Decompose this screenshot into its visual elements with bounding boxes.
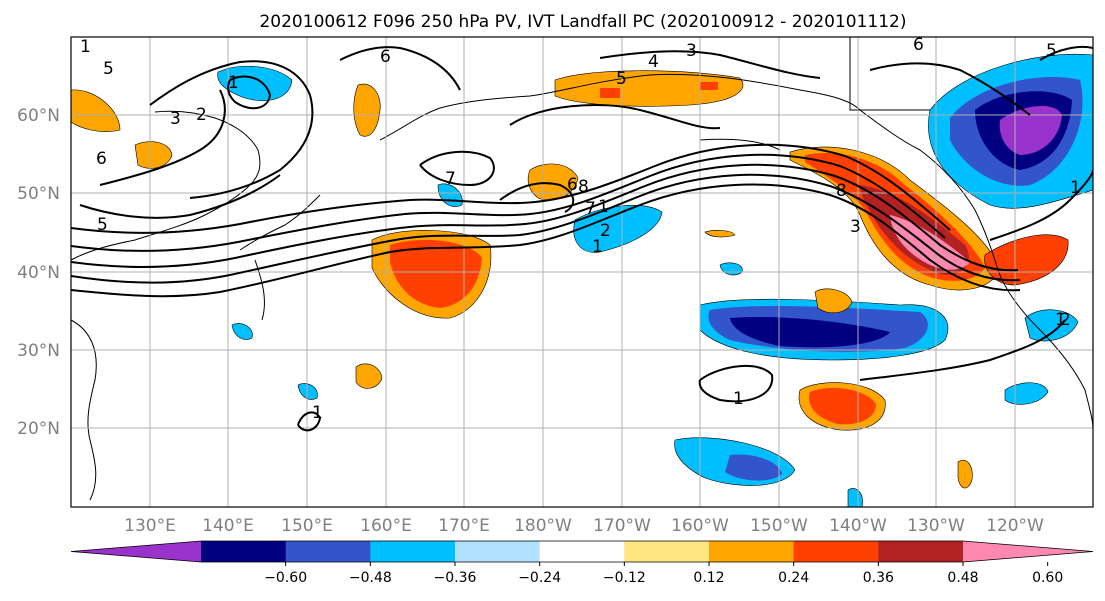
colorbar-outline [70, 540, 1094, 563]
positive-region-small4 [704, 230, 736, 238]
contour-label: 3 [686, 41, 697, 61]
colorbar-swatch [455, 541, 541, 562]
colorbar-tick-label: 0.48 [947, 570, 978, 586]
contour-label: 1 [1070, 178, 1081, 198]
contour-label: 3 [170, 109, 181, 129]
contour-label: 6 [913, 35, 924, 55]
contour-label: 7 [585, 199, 596, 219]
contour-label: 1 [592, 237, 603, 257]
colorbar-swatch [201, 541, 287, 562]
lon-label: 160°E [360, 516, 412, 536]
negative-region-small5 [231, 323, 253, 340]
colorbar-swatch [539, 541, 625, 562]
contour-label: 5 [616, 69, 627, 89]
positive-region-small1 [814, 288, 853, 314]
colorbar-tick-label: 0.36 [863, 570, 894, 586]
lat-label: 30°N [17, 341, 60, 361]
colorbar-swatch [370, 541, 456, 562]
contour-label: 2 [1060, 310, 1071, 330]
lon-label: 150°E [281, 516, 333, 536]
colorbar-tick-label: −0.24 [518, 570, 561, 586]
negative-region-aleutian [573, 205, 663, 253]
latitude-labels: 60°N 50°N 40°N 30°N 20°N [17, 106, 60, 439]
lat-label: 20°N [17, 419, 60, 439]
colorbar: −0.60 −0.48 −0.36 −0.24 −0.12 0.12 0.24 0.36 0.4… [70, 540, 1094, 586]
positive-core-subtropical [809, 388, 876, 425]
lon-label: 120°W [986, 516, 1044, 536]
colorbar-extend-low [71, 541, 201, 562]
map-panel: 1 3 4 5 6 7 5 6 5 3 2 1 7 8 1 2 1 8 3 5 … [71, 35, 1093, 507]
contour-label: 5 [1046, 41, 1057, 61]
positive-core-central [390, 239, 482, 308]
contour-label: 2 [600, 221, 611, 241]
lon-label: 180°W [514, 516, 572, 536]
contour-label: 6 [96, 149, 107, 169]
positive-region-small2 [355, 363, 383, 389]
contour-label: 7 [445, 169, 456, 189]
negative-core-hawaii [725, 454, 782, 481]
lon-label: 170°E [438, 516, 490, 536]
positive-core-bering [600, 82, 718, 98]
figure-title: 2020100612 F096 250 hPa PV, IVT Landfall… [259, 12, 906, 32]
positive-region-westedge [71, 89, 121, 133]
colorbar-tick-label: 0.60 [1032, 570, 1063, 586]
pv-contours [71, 45, 1093, 432]
lon-label: 150°W [750, 516, 808, 536]
lat-label: 40°N [17, 263, 60, 283]
contour-label: 1 [228, 73, 239, 93]
contour-label: 1 [733, 389, 744, 409]
contour-label: 1 [80, 37, 91, 57]
lat-label: 60°N [17, 106, 60, 126]
colorbar-tick-label: 0.24 [778, 570, 809, 586]
colorbar-swatch [709, 541, 795, 562]
contour-label: 5 [103, 59, 114, 79]
contour-label: 3 [850, 217, 861, 237]
negative-core2-subtropical [730, 316, 890, 348]
contour-label: 8 [836, 181, 847, 201]
contour-label: 8 [578, 177, 589, 197]
positive-core3-gulf [890, 215, 970, 270]
contour-label: 6 [567, 175, 578, 195]
colorbar-swatch [624, 541, 710, 562]
lat-label: 50°N [17, 184, 60, 204]
contour-label: 1 [598, 197, 609, 217]
negative-region-siberia [217, 65, 293, 101]
lon-label: 140°W [829, 516, 887, 536]
contour-label: 1 [1055, 310, 1066, 330]
lon-label: 130°E [124, 516, 176, 536]
colorbar-extend-high [963, 541, 1093, 562]
colorbar-tick-label: −0.60 [264, 570, 307, 586]
contour-label: 5 [97, 215, 108, 235]
lon-label: 130°W [907, 516, 965, 536]
negative-region-small7 [847, 488, 863, 507]
positive-region-small3 [957, 459, 973, 489]
positive-region-kamchatka [353, 83, 381, 137]
colorbar-tick-label: −0.12 [603, 570, 646, 586]
contour-label: 6 [380, 47, 391, 67]
colorbar-tick-label: 0.12 [693, 570, 724, 586]
map-frame [70, 36, 1094, 508]
lon-label: 160°W [671, 516, 729, 536]
colorbar-swatch [793, 541, 879, 562]
longitude-labels: 130°E 140°E 150°E 160°E 170°E 180°W 170°… [124, 516, 1044, 536]
gridlines [71, 37, 1093, 507]
negative-region-small2 [1004, 382, 1049, 405]
colorbar-tick-label: −0.36 [434, 570, 477, 586]
contour-label: 4 [648, 52, 659, 72]
colorbar-swatch [285, 541, 371, 562]
contour-labels: 1 3 4 5 6 7 5 6 5 3 2 1 7 8 1 2 1 8 3 5 … [80, 35, 1081, 423]
colorbar-swatch [878, 541, 964, 562]
contour-label: 1 [312, 403, 323, 423]
lon-label: 170°W [593, 516, 651, 536]
shaded-field [71, 54, 1093, 507]
colorbar-tick-label: −0.48 [349, 570, 392, 586]
lon-label: 140°E [202, 516, 254, 536]
contour-label: 2 [196, 105, 207, 125]
